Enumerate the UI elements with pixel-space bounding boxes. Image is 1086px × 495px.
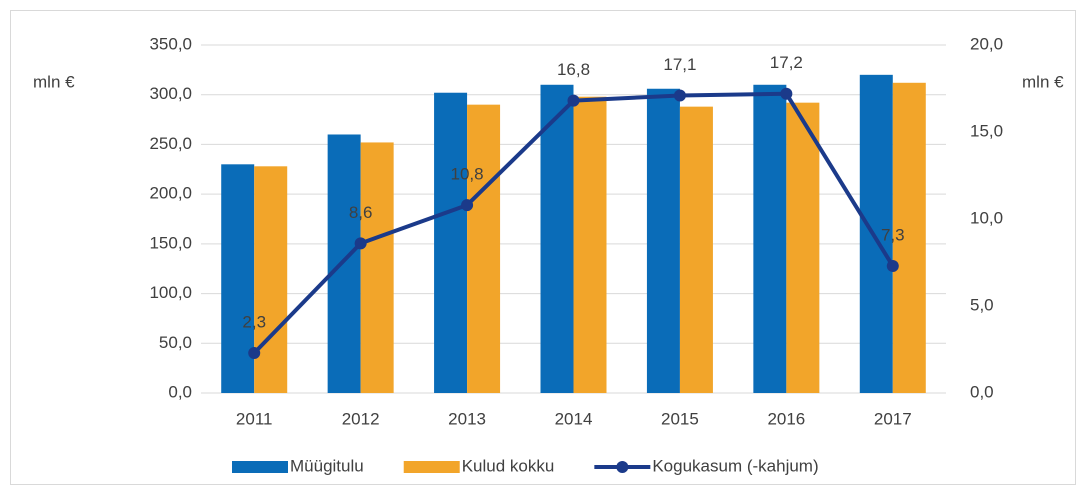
bar — [467, 104, 501, 394]
data-label: 8,6 — [349, 203, 373, 222]
y2-tick-label: 10,0 — [970, 208, 1003, 227]
bar — [221, 164, 255, 393]
line-marker — [354, 237, 367, 250]
data-label: 10,8 — [451, 165, 484, 184]
data-label: 17,1 — [663, 55, 696, 74]
line-marker — [567, 94, 580, 107]
data-label: 16,8 — [557, 60, 590, 79]
line-marker — [673, 89, 686, 102]
x-tick-label: 2017 — [874, 409, 912, 428]
bar — [540, 84, 574, 394]
y2-tick-label: 15,0 — [970, 121, 1003, 140]
x-tick-label: 2012 — [342, 409, 380, 428]
bar — [679, 106, 713, 393]
bar — [327, 134, 361, 393]
x-tick-label: 2014 — [555, 409, 593, 428]
legend-label: Kulud kokku — [462, 456, 555, 475]
x-tick-label: 2016 — [767, 409, 805, 428]
x-tick-label: 2013 — [448, 409, 486, 428]
y-tick-label: 350,0 — [149, 34, 192, 53]
bar — [786, 102, 820, 393]
y2-tick-label: 5,0 — [970, 295, 994, 314]
y2-axis-label: mln € — [1022, 72, 1064, 91]
legend-label: Müügitulu — [290, 456, 364, 475]
y-tick-label: 250,0 — [149, 134, 192, 153]
y-tick-label: 150,0 — [149, 233, 192, 252]
y-tick-label: 300,0 — [149, 84, 192, 103]
y-tick-label: 100,0 — [149, 283, 192, 302]
line-marker — [248, 346, 261, 359]
legend-label: Kogukasum (-kahjum) — [652, 456, 818, 475]
line-marker — [886, 259, 899, 272]
bar — [434, 92, 468, 394]
line-marker — [461, 199, 474, 212]
y-axis-label: mln € — [33, 72, 75, 91]
x-tick-label: 2011 — [236, 409, 273, 428]
data-label: 2,3 — [242, 312, 266, 331]
bar — [573, 96, 607, 394]
legend-swatch — [616, 461, 629, 473]
bar — [859, 74, 893, 393]
y-tick-label: 50,0 — [159, 333, 192, 352]
x-tick-label: 2015 — [661, 409, 699, 428]
bar — [892, 82, 926, 393]
data-label: 17,2 — [770, 53, 803, 72]
y2-tick-label: 20,0 — [970, 34, 1003, 53]
bar — [254, 166, 288, 393]
y2-tick-label: 0,0 — [970, 382, 994, 401]
y-tick-label: 200,0 — [149, 184, 192, 203]
line-marker — [780, 87, 793, 100]
bar — [646, 88, 680, 394]
y-tick-label: 0,0 — [168, 382, 192, 401]
bar — [753, 84, 787, 394]
data-label: 7,3 — [881, 225, 905, 244]
legend-swatch — [232, 461, 288, 473]
bar — [360, 142, 394, 393]
legend-swatch — [403, 461, 460, 473]
